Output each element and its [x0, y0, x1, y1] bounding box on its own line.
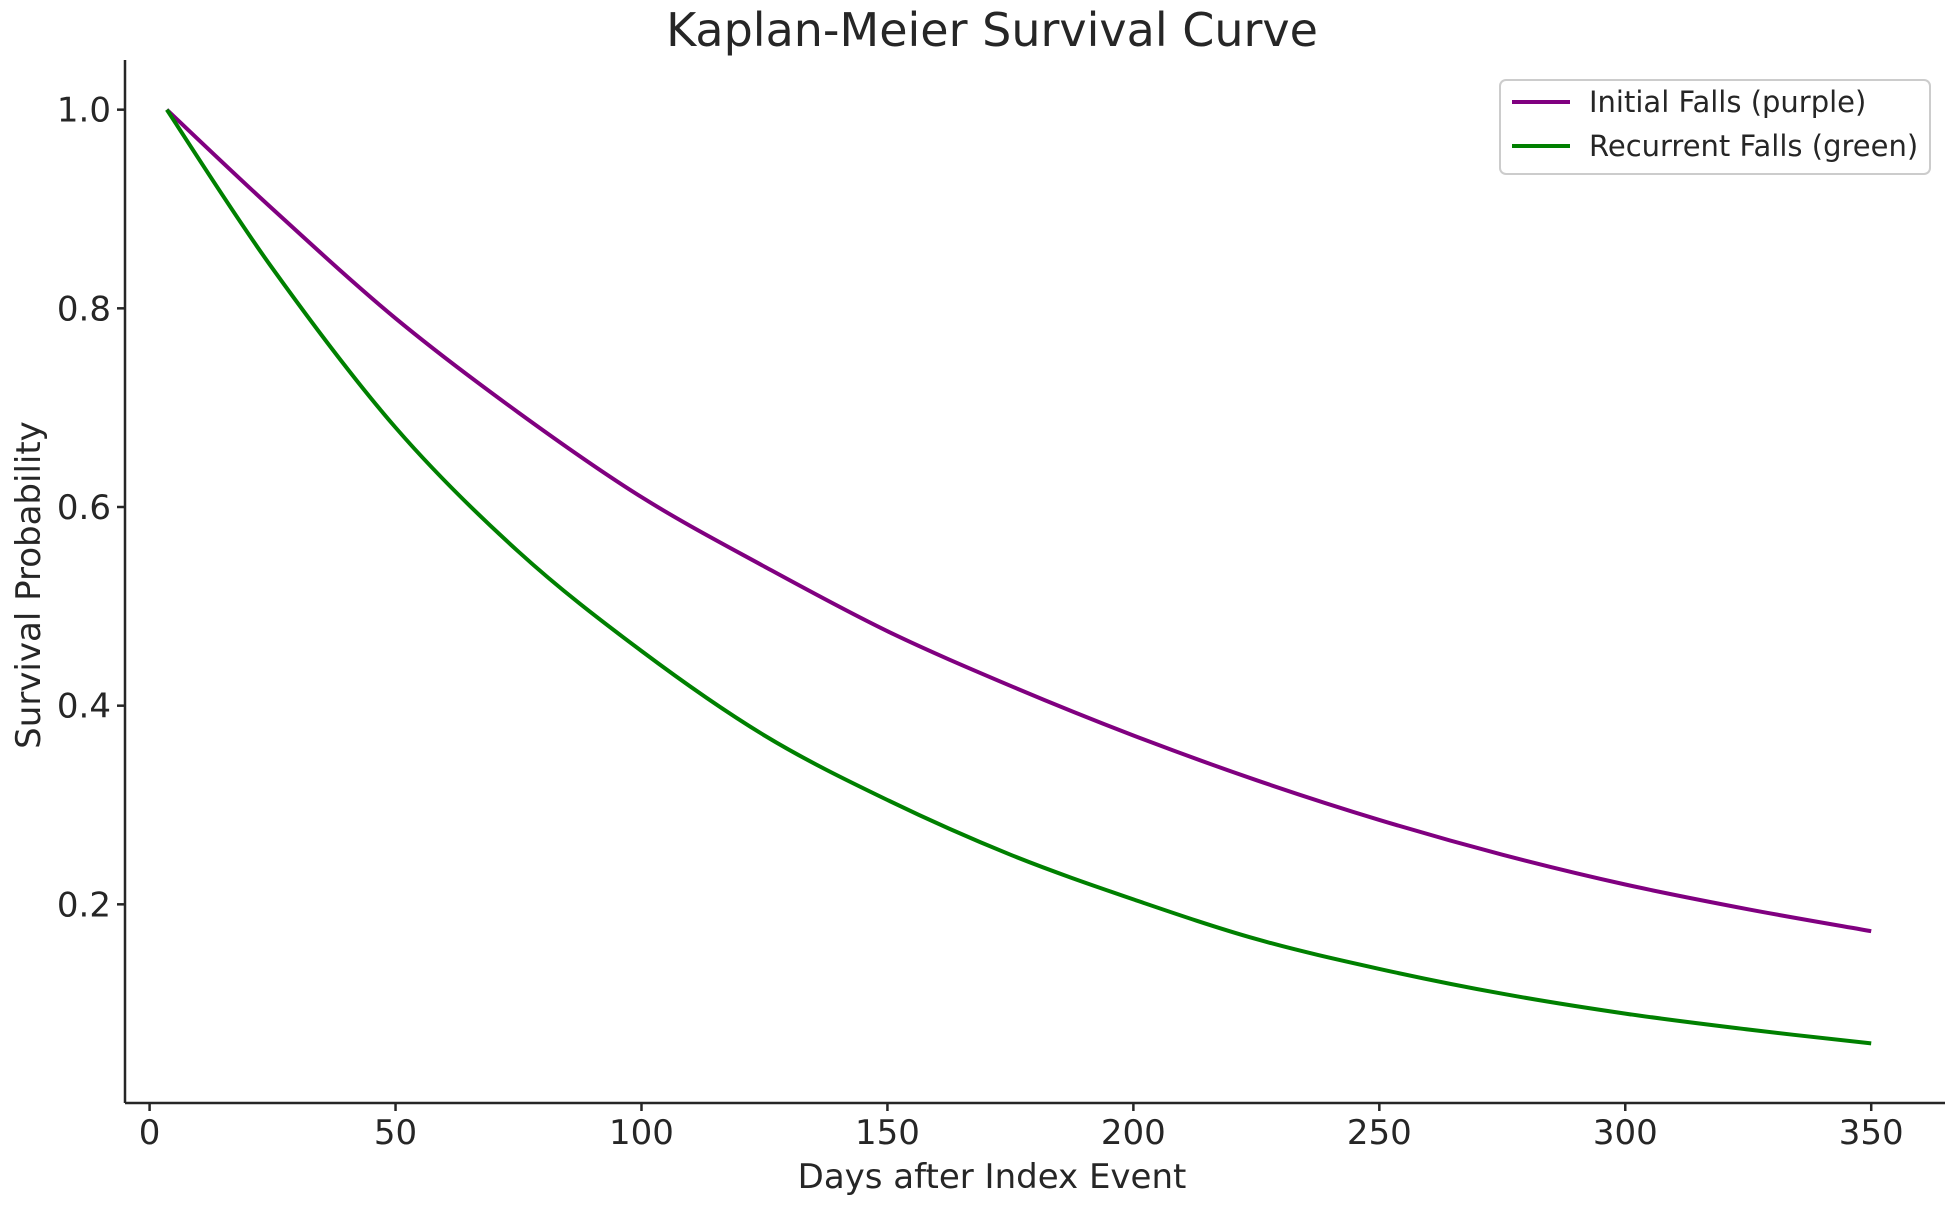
legend-entry-label: Recurrent Falls (green)	[1589, 129, 1918, 163]
x-tick-label: 350	[1839, 1113, 1904, 1153]
y-tick-label: 1.0	[57, 91, 111, 131]
y-tick-label: 0.2	[57, 885, 111, 925]
x-axis-label: Days after Index Event	[798, 1157, 1187, 1197]
y-tick-label: 0.4	[57, 687, 111, 727]
x-tick-label: 200	[1101, 1113, 1166, 1153]
series-layer	[165, 108, 1872, 1046]
x-tick-label: 100	[609, 1113, 674, 1153]
legend-items: Initial Falls (purple) Recurrent Falls (g…	[1512, 85, 1918, 163]
chart-title: Kaplan-Meier Survival Curve	[666, 3, 1318, 57]
series-line-recurrent-falls	[165, 108, 1872, 1046]
y-tick-label: 0.8	[57, 289, 111, 329]
series-line-initial-falls	[165, 108, 1872, 934]
y-tick-label: 0.6	[57, 488, 111, 528]
y-axis-ticks: 0.2 0.4 0.6 0.8 1.0	[57, 91, 125, 925]
legend: Initial Falls (purple) Recurrent Falls (g…	[1499, 79, 1931, 175]
y-axis-label: Survival Probability	[9, 421, 49, 749]
x-tick-label: 250	[1347, 1113, 1412, 1153]
legend-entry-label: Initial Falls (purple)	[1589, 85, 1866, 119]
x-tick-label: 50	[374, 1113, 417, 1153]
plot-area	[123, 60, 1945, 1105]
legend-box	[1499, 79, 1931, 175]
x-tick-label: 300	[1593, 1113, 1658, 1153]
x-axis-ticks: 0 50 100 150 200 250 300 350	[139, 1103, 1904, 1153]
x-tick-label: 150	[855, 1113, 920, 1153]
x-tick-label: 0	[139, 1113, 161, 1153]
